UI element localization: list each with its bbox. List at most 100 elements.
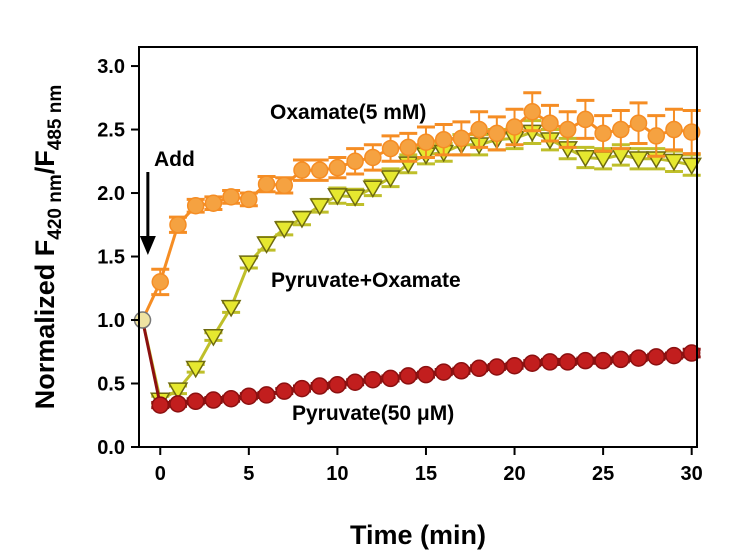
data-point [505, 356, 524, 375]
add-label: Add [154, 148, 195, 171]
data-point [594, 351, 612, 370]
data-point [346, 373, 364, 391]
data-point [240, 190, 258, 209]
ticks-layer: 0 5 10 15 20 25 30 0.0 0.5 1.0 1.5 2.0 2.5 3.0 [97, 56, 703, 485]
data-point [575, 149, 596, 168]
x-tick-label: 30 [681, 463, 703, 485]
data-point [682, 123, 701, 141]
plot-frame [138, 46, 698, 448]
data-point [682, 344, 701, 362]
data-point [594, 124, 612, 143]
data-point [452, 362, 471, 380]
y-axis-title-sub2: 485 nm [45, 85, 66, 150]
y-axis-title: Normalized F420 nm/F485 nm [30, 85, 66, 410]
y-axis-title-sub1: 420 nm [45, 174, 66, 239]
data-point [240, 387, 258, 405]
data-point [417, 133, 435, 151]
data-point [167, 382, 189, 400]
data-point [293, 161, 311, 179]
data-point [328, 158, 347, 177]
y-axis-title-prefix: Normalized F [30, 240, 60, 410]
data-point [222, 188, 240, 206]
x-tick-label: 5 [243, 463, 254, 485]
data-point [310, 377, 329, 395]
data-point [612, 350, 630, 369]
data-point [256, 236, 277, 254]
data-point [275, 382, 294, 400]
y-tick-label: 0.0 [97, 437, 125, 459]
data-point [257, 175, 276, 193]
series-oxamate [133, 91, 701, 329]
data-point [364, 148, 382, 167]
data-point [362, 180, 384, 198]
data-point [291, 210, 313, 229]
data-point [381, 369, 400, 388]
data-point [488, 358, 506, 376]
add-arrow-head [139, 236, 156, 255]
data-point [151, 396, 170, 414]
data-point [434, 363, 453, 381]
data-point [380, 170, 401, 188]
data-point [558, 120, 577, 139]
data-point [169, 216, 187, 234]
data-point [203, 329, 224, 347]
x-axis-title: Time (min) [350, 520, 486, 550]
data-point [238, 255, 260, 273]
data-point [452, 129, 471, 148]
data-point [344, 189, 366, 207]
x-tick-label: 10 [326, 463, 348, 485]
y-tick-label: 2.5 [97, 120, 125, 142]
x-tick-label: 0 [155, 463, 166, 485]
data-point [151, 273, 170, 291]
y-tick-label: 2.0 [97, 183, 125, 205]
data-point [505, 118, 524, 136]
data-point [222, 389, 240, 408]
data-point [665, 346, 683, 365]
y-tick-label: 0.5 [97, 374, 125, 396]
y-tick-label: 1.5 [97, 247, 125, 269]
data-point [523, 103, 542, 121]
data-point [628, 151, 649, 169]
data-point [399, 367, 418, 385]
data-point [273, 221, 295, 239]
data-point [309, 198, 330, 216]
data-point [665, 120, 683, 139]
pyruvate-label: Pyruvate(50 μM) [292, 402, 454, 425]
axes-layer [138, 46, 698, 448]
data-point [220, 299, 242, 318]
y-tick-label: 1.0 [97, 310, 125, 332]
data-point [541, 353, 559, 371]
series-pyruvate [141, 319, 701, 414]
data-point [523, 354, 542, 372]
y-axis-title-mid: /F [30, 150, 60, 174]
data-point [381, 139, 400, 158]
data-point [576, 110, 595, 129]
data-point [629, 114, 648, 132]
data-point [364, 370, 382, 389]
data-point [204, 194, 223, 212]
data-point [186, 196, 205, 215]
data-point [434, 130, 453, 149]
data-point [541, 114, 559, 132]
data-point [310, 161, 329, 179]
x-tick-label: 20 [503, 463, 525, 485]
data-point [293, 379, 311, 398]
data-point [647, 348, 666, 366]
data-point [470, 359, 488, 378]
data-point [576, 351, 595, 370]
data-point [169, 395, 187, 413]
data-point [275, 176, 294, 195]
data-point [327, 188, 348, 206]
x-tick-label: 15 [415, 463, 437, 485]
data-point [399, 138, 418, 157]
add-arrow-icon [139, 172, 156, 255]
data-point [417, 365, 435, 384]
data-point [663, 153, 685, 172]
data-point [346, 152, 364, 171]
data-point [257, 386, 276, 404]
data-point [328, 376, 347, 394]
data-point [185, 360, 206, 379]
data-point [488, 124, 506, 143]
data-point [558, 353, 577, 371]
